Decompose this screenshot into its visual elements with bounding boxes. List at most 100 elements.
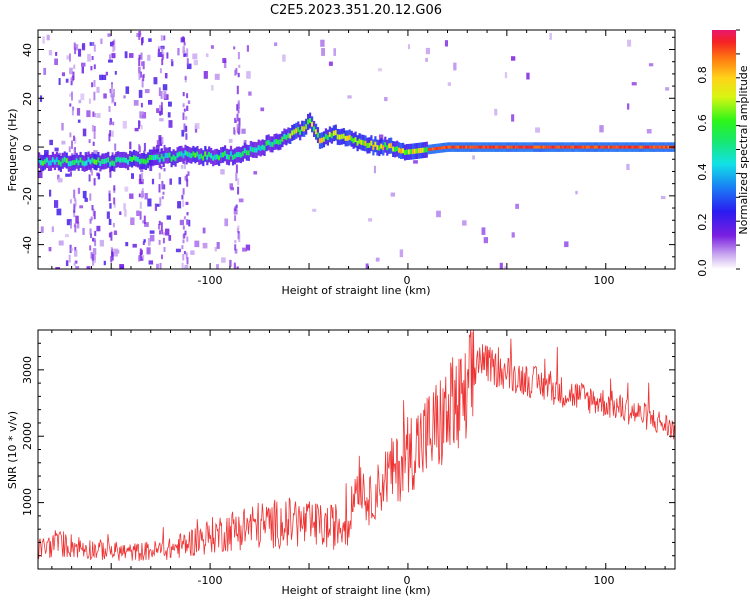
ridge-cell bbox=[489, 145, 492, 149]
ridge-cell bbox=[348, 135, 351, 140]
ridge-cell bbox=[419, 148, 422, 153]
noise-cell bbox=[93, 150, 98, 157]
noise-streak bbox=[73, 64, 76, 69]
noise-cell bbox=[180, 165, 184, 169]
noise-streak bbox=[70, 221, 72, 229]
noise-cell bbox=[575, 190, 578, 195]
noise-streak bbox=[186, 212, 189, 216]
noise-streak bbox=[113, 46, 116, 51]
noise-streak bbox=[158, 220, 161, 226]
ridge-cell bbox=[134, 156, 138, 162]
ridge-cell bbox=[502, 145, 506, 149]
noise-streak bbox=[234, 120, 237, 124]
noise-streak bbox=[143, 143, 146, 152]
ridge-cell bbox=[188, 152, 191, 158]
noise-streak bbox=[184, 230, 187, 236]
noise-streak bbox=[139, 211, 142, 220]
noise-cell bbox=[74, 44, 79, 51]
ridge-cell bbox=[305, 124, 308, 130]
noise-streak bbox=[161, 254, 163, 260]
noise-cell bbox=[436, 210, 441, 218]
ridge-cell bbox=[131, 157, 134, 162]
ridge-cell bbox=[243, 148, 246, 154]
noise-streak bbox=[74, 199, 77, 207]
noise-streak bbox=[161, 137, 164, 145]
ridge-cell bbox=[481, 145, 484, 149]
noise-streak bbox=[142, 75, 145, 81]
noise-cell bbox=[660, 195, 666, 200]
noise-cell bbox=[181, 129, 185, 137]
noise-cell bbox=[129, 141, 132, 150]
noise-cell bbox=[75, 215, 79, 224]
colorbar-tick-label: 0.4 bbox=[696, 163, 709, 181]
noise-cell bbox=[111, 53, 116, 59]
noise-streak bbox=[109, 130, 112, 137]
ridge-cell bbox=[617, 145, 620, 149]
ridge-cell bbox=[500, 145, 504, 149]
noise-streak bbox=[142, 220, 145, 224]
ridge-cell bbox=[287, 132, 290, 138]
noise-streak bbox=[159, 230, 161, 235]
ridge-cell bbox=[409, 149, 413, 155]
noise-cell bbox=[320, 39, 325, 47]
noise-cell bbox=[82, 227, 85, 235]
noise-streak bbox=[88, 139, 91, 144]
colorbar-ticks bbox=[736, 29, 740, 270]
noise-streak bbox=[184, 176, 187, 181]
ridge-cell bbox=[560, 145, 563, 149]
ridge-cell bbox=[479, 145, 482, 149]
noise-streak bbox=[93, 80, 96, 87]
ridge-cell bbox=[536, 145, 539, 149]
ridge-cell bbox=[63, 156, 66, 162]
noise-streak bbox=[182, 112, 185, 120]
ridge-cell bbox=[643, 145, 646, 149]
noise-cell bbox=[472, 155, 475, 160]
noise-cell bbox=[108, 59, 113, 63]
noise-cell bbox=[246, 45, 249, 52]
noise-streak bbox=[163, 144, 166, 153]
noise-streak bbox=[113, 197, 116, 205]
ridge-cell bbox=[487, 145, 490, 149]
ridge-cell bbox=[166, 153, 169, 159]
noise-cell bbox=[168, 235, 172, 241]
ridge-cell bbox=[390, 143, 393, 149]
noise-cell bbox=[79, 205, 84, 209]
noise-streak bbox=[181, 194, 184, 200]
noise-cell bbox=[74, 260, 78, 264]
ridge-cell bbox=[498, 145, 502, 149]
ridge-cell bbox=[368, 142, 371, 148]
noise-streak bbox=[159, 262, 162, 269]
noise-cell bbox=[328, 61, 333, 66]
noise-streak bbox=[182, 36, 185, 42]
noise-streak bbox=[93, 130, 96, 139]
ridge-cell bbox=[121, 157, 124, 163]
noise-streak bbox=[183, 160, 186, 169]
noise-streak bbox=[140, 52, 143, 60]
ridge-cell bbox=[633, 145, 636, 149]
ridge-cell bbox=[372, 144, 375, 150]
noise-streak bbox=[73, 208, 76, 218]
noise-cell bbox=[481, 227, 486, 235]
noise-cell bbox=[130, 217, 135, 225]
noise-cell bbox=[234, 248, 238, 254]
noise-cell bbox=[49, 189, 52, 197]
noise-streak bbox=[163, 247, 166, 252]
ridge-cell bbox=[158, 157, 161, 163]
noise-cell bbox=[46, 34, 50, 41]
noise-streak bbox=[141, 79, 144, 88]
noise-cell bbox=[229, 259, 232, 267]
noise-cell bbox=[58, 78, 61, 85]
noise-streak bbox=[182, 103, 185, 108]
ridge-cell bbox=[621, 145, 624, 149]
ridge-cell bbox=[164, 152, 167, 158]
ridge-cell bbox=[316, 132, 320, 138]
noise-streak bbox=[93, 251, 96, 261]
ridge-cell bbox=[148, 155, 151, 160]
noise-cell bbox=[66, 55, 71, 60]
noise-streak bbox=[237, 110, 240, 114]
ridge-cell bbox=[245, 150, 248, 156]
ridge-cell bbox=[328, 131, 331, 137]
colorbar-label: Normalized spectral amplitude bbox=[737, 65, 750, 234]
ridge-cell bbox=[43, 159, 47, 165]
noise-cell bbox=[375, 257, 380, 262]
